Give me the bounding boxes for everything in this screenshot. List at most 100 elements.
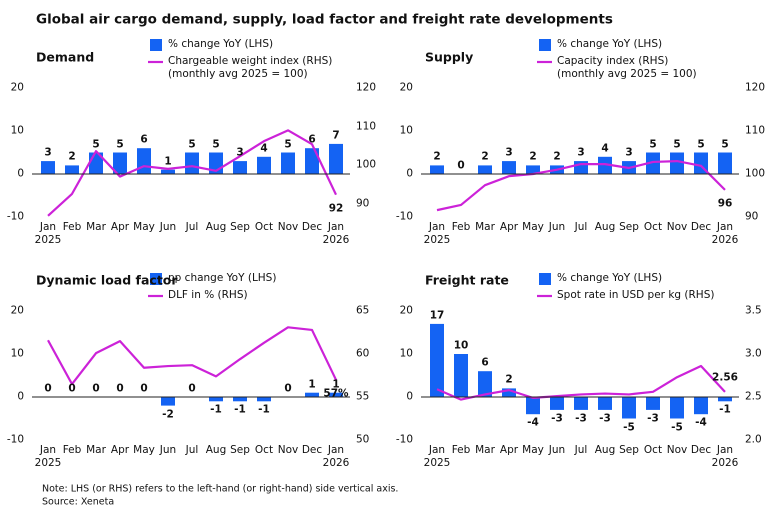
bar [478, 165, 492, 174]
y-tick-label: 10 [399, 347, 413, 360]
x-tick-label: Feb [451, 444, 471, 456]
line [436, 364, 726, 401]
x-tick-label: Aug [594, 444, 616, 456]
bar-value-label: 0 [457, 159, 465, 172]
chart-title: Dynamic load factor [36, 272, 178, 288]
legend-swatch [539, 273, 551, 285]
bar [598, 397, 612, 410]
chart-title: Freight rate [425, 272, 509, 288]
bar-value-label: -2 [162, 408, 174, 421]
bar-value-label: 2 [433, 150, 441, 163]
x-tick-label: Aug [205, 221, 227, 233]
bar [430, 165, 444, 174]
bar-value-label: 3 [577, 146, 585, 159]
bar [161, 169, 175, 174]
bar [113, 152, 127, 174]
legend-label: pp change YoY (LHS) [168, 272, 277, 284]
x-tick-label: Nov [666, 444, 688, 456]
x-tick-label: Oct [643, 444, 663, 456]
bar-value-label: 5 [673, 138, 681, 150]
x-tick-label: Jun [548, 444, 566, 456]
x-tick-label: Sep [619, 444, 639, 456]
bar-value-label: 0 [284, 382, 292, 395]
x-tick-label: Jan 2025 [34, 221, 62, 246]
bar-value-label: 2 [481, 150, 489, 163]
x-tick-label: Apr [499, 221, 519, 233]
bar [598, 156, 612, 174]
bar [41, 161, 55, 174]
chart-title: Demand [36, 49, 95, 65]
x-tick-label: Apr [499, 444, 519, 456]
x-tick-label: Oct [643, 221, 663, 233]
x-tick-label: May [522, 221, 544, 233]
line-value-label: 92 [328, 202, 344, 215]
legend-label: Spot rate in USD per kg (RHS) [557, 289, 715, 301]
x-tick-label: Dec [301, 444, 323, 456]
bar-value-label: -5 [671, 421, 683, 433]
bar-value-label: 5 [188, 138, 196, 150]
bar [694, 397, 708, 415]
x-tick-label: Jul [185, 444, 199, 456]
bar-value-label: -1 [210, 403, 222, 416]
y2-tick-label: 65 [356, 304, 370, 317]
line [436, 160, 726, 212]
y-tick-label: 10 [10, 347, 24, 360]
bar [502, 161, 516, 174]
bar-value-label: 6 [140, 133, 148, 146]
x-tick-label: Jan 2026 [711, 444, 739, 469]
bar-value-label: 5 [721, 138, 729, 150]
legend-label: Capacity index (RHS) (monthly avg 2025 =… [557, 55, 697, 80]
bar-value-label: -3 [599, 412, 611, 425]
x-tick-label: May [133, 221, 155, 233]
bar-value-label: 4 [260, 142, 268, 155]
bar [209, 397, 223, 402]
legend-swatch [150, 39, 162, 51]
bar-value-label: 5 [697, 138, 705, 150]
y2-tick-label: 3.0 [745, 347, 762, 360]
bar-value-label: 3 [625, 146, 633, 159]
bar [233, 397, 247, 402]
bar [550, 397, 564, 410]
x-tick-label: Nov [666, 221, 688, 233]
bar-value-label: 0 [116, 382, 124, 395]
bar-value-label: 10 [453, 339, 469, 352]
bar [670, 397, 684, 419]
bar [137, 148, 151, 174]
x-tick-label: Mar [475, 221, 495, 233]
line-value-label: 57% [323, 387, 349, 400]
bar-value-label: 2 [553, 150, 561, 163]
y2-tick-label: 100 [356, 158, 377, 171]
x-tick-label: Sep [619, 221, 639, 233]
bar [646, 152, 660, 174]
page-title: Global air cargo demand, supply, load fa… [36, 11, 613, 28]
x-tick-label: Jan 2025 [423, 221, 451, 246]
bar-value-label: 3 [44, 146, 52, 159]
y2-tick-label: 2.0 [745, 433, 762, 446]
y-tick-label: 20 [399, 81, 413, 94]
y-tick-label: 0 [17, 167, 24, 180]
bar-value-label: -3 [647, 412, 659, 425]
bar-value-label: -1 [258, 403, 270, 416]
x-tick-label: Mar [86, 221, 106, 233]
x-tick-label: Oct [254, 221, 274, 233]
bar-value-label: 1 [332, 378, 340, 391]
y-tick-label: 20 [10, 81, 24, 94]
bar [233, 161, 247, 174]
y2-tick-label: 110 [745, 124, 766, 137]
bar [305, 392, 319, 397]
bar-value-label: 3 [505, 146, 513, 159]
x-tick-label: Sep [230, 444, 250, 456]
x-tick-label: Aug [594, 221, 616, 233]
bar [718, 152, 732, 174]
x-tick-label: Jan 2025 [34, 444, 62, 469]
y2-tick-label: 90 [745, 210, 759, 223]
legend-swatch [539, 39, 551, 51]
line-value-label: 96 [717, 197, 733, 210]
y2-tick-label: 90 [356, 197, 370, 210]
bar-value-label: -3 [551, 412, 563, 425]
y-tick-label: 10 [10, 124, 24, 137]
bar [646, 397, 660, 410]
x-tick-label: Jan 2026 [711, 221, 739, 246]
x-tick-label: Feb [62, 444, 82, 456]
x-tick-label: Jan 2025 [423, 444, 451, 469]
